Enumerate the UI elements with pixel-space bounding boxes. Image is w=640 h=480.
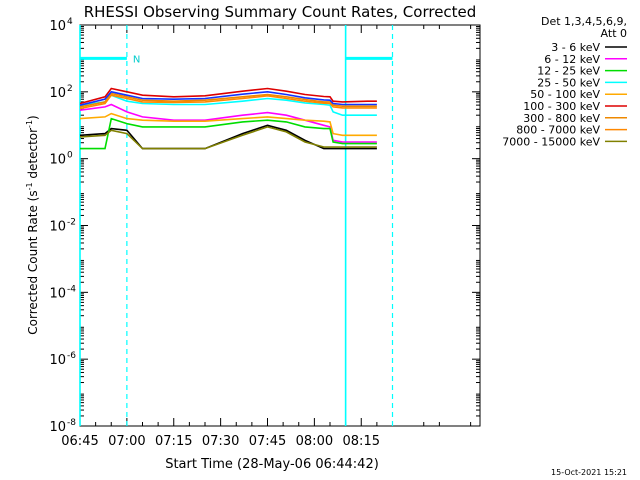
series-line (79, 124, 377, 150)
series-line (79, 94, 377, 110)
y-label-part-3: ) (26, 115, 40, 120)
series-line (79, 92, 377, 108)
legend-entry-label: 300 - 800 keV (523, 112, 600, 125)
y-tick-exponent: 4 (67, 17, 73, 27)
night-annotations: N (79, 25, 394, 426)
series-line (79, 87, 377, 105)
series-line (79, 103, 377, 143)
y-tick-exponent: 2 (67, 84, 73, 94)
y-label-sup-2: -1 (25, 120, 34, 128)
legend-entry-label: 25 - 50 keV (537, 76, 600, 89)
y-tick-label: 10 (49, 220, 66, 235)
night-label: N (133, 54, 140, 65)
footer-date: 15-Oct-2021 15:21 (551, 468, 627, 477)
x-tick-label: 08:00 (296, 434, 333, 449)
x-tick-label: 07:30 (202, 434, 239, 449)
x-tick-label: 07:00 (108, 434, 145, 449)
y-tick-exponent: 0 (67, 151, 73, 161)
x-tick-label: 08:15 (343, 434, 380, 449)
legend-entry-label: 12 - 25 keV (537, 65, 600, 78)
x-tick-label: 07:15 (155, 434, 192, 449)
y-tick-label: 10 (49, 353, 66, 368)
x-tick-label: 06:45 (61, 434, 98, 449)
series-line (79, 94, 377, 116)
y-tick-label: 10 (49, 153, 66, 168)
svg-text:Corrected Count Rate (s-1 dete: Corrected Count Rate (s-1 detector-1) (25, 115, 40, 334)
y-tick-label: 10 (49, 86, 66, 101)
y-tick-exponent: -6 (67, 351, 76, 361)
y-axis-label: Corrected Count Rate (s-1 detector-1) (25, 115, 40, 334)
y-label-part-1: Corrected Count Rate (s (26, 190, 40, 334)
legend-title-line-1: Det 1,3,4,5,6,9, (541, 15, 627, 28)
legend-entry-label: 100 - 300 keV (523, 100, 600, 113)
series-line (79, 112, 377, 137)
legend-entry-label: 50 - 100 keV (530, 88, 600, 101)
y-label-part-2: detector (26, 128, 40, 183)
y-tick-exponent: -4 (67, 284, 76, 294)
x-tick-label: 07:45 (249, 434, 286, 449)
series-lines (79, 87, 377, 150)
y-label-sup-1: -1 (25, 182, 34, 190)
y-tick-label: 10 (49, 19, 66, 34)
y-tick-exponent: -8 (67, 418, 76, 428)
y-tick-label: 10 (49, 286, 66, 301)
y-tick-exponent: -2 (67, 218, 76, 228)
series-line (79, 90, 377, 106)
x-axis-label: Start Time (28-May-06 06:44:42) (165, 457, 379, 472)
legend-entry-label: 800 - 7000 keV (516, 124, 600, 137)
legend-title-line-2: Att 0 (601, 27, 627, 40)
y-tick-label: 10 (49, 420, 66, 435)
legend-entry-label: 7000 - 15000 keV (502, 135, 600, 148)
legend-entry-label: 6 - 12 keV (544, 53, 600, 66)
plot-frame (79, 24, 481, 427)
legend-entry-label: 3 - 6 keV (551, 41, 600, 54)
series-line (80, 117, 377, 150)
chart-title: RHESSI Observing Summary Count Rates, Co… (84, 3, 477, 21)
series-line (79, 126, 377, 150)
